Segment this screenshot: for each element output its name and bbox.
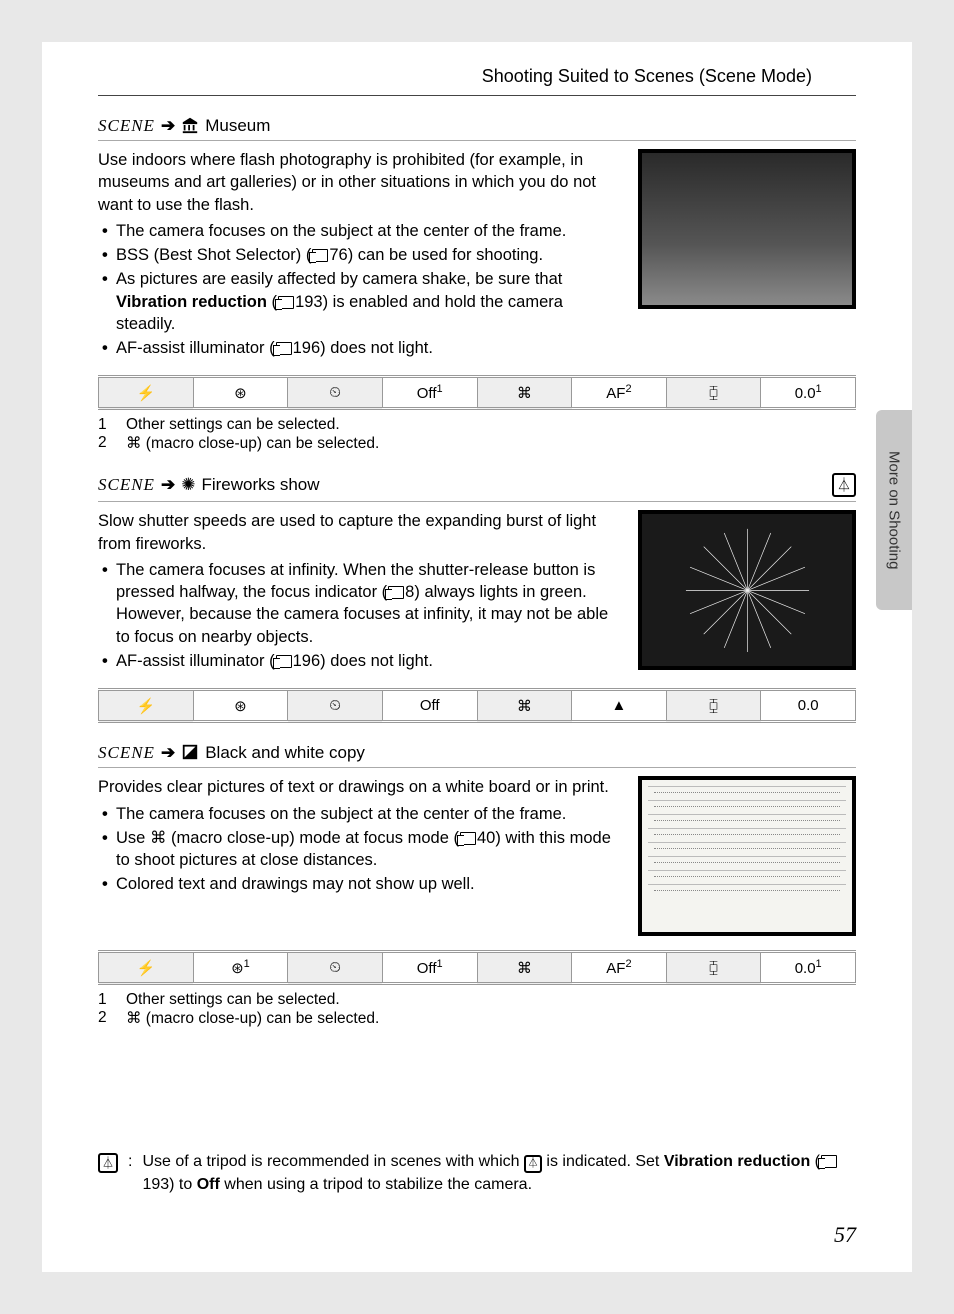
tripod-icon: ⏃ <box>832 473 856 497</box>
bullet: The camera focuses at infinity. When the… <box>98 559 626 648</box>
cell: 0.01 <box>761 377 856 409</box>
scene-heading-museum: SCENE ➔ Museum <box>98 116 856 141</box>
copy-icon <box>181 743 199 763</box>
text-block-bw: Provides clear pictures of text or drawi… <box>98 776 626 897</box>
page-ref-icon <box>276 655 292 668</box>
bullet: As pictures are easily affected by camer… <box>98 268 626 335</box>
bullet: Use ⌘ (macro close-up) mode at focus mod… <box>98 827 626 872</box>
text-block-museum: Use indoors where flash photography is p… <box>98 149 626 361</box>
scene-prefix: SCENE <box>98 116 155 136</box>
page-header: Shooting Suited to Scenes (Scene Mode) <box>42 66 912 87</box>
macro-icon: ⌘ <box>477 952 572 984</box>
mountain-icon: ▲ <box>572 690 667 722</box>
page-number: 57 <box>98 1222 856 1248</box>
page-ref-icon <box>388 586 404 599</box>
tripod-icon: ⏃ <box>98 1153 118 1173</box>
sample-image-museum <box>638 149 856 309</box>
settings-table-museum: ⚡ ⊛ ⏲ Off1 ⌘ AF2 ⧮ 0.01 <box>98 375 856 410</box>
redeye-icon: ⊛1 <box>193 952 288 984</box>
scene-section-museum: SCENE ➔ Museum Use indoors where flash p… <box>98 116 856 410</box>
page-ref-icon <box>460 832 476 845</box>
redeye-icon: ⊛ <box>193 377 288 409</box>
scene-section-bw: SCENE ➔ Black and white copy Provides cl… <box>98 743 856 985</box>
scene-section-fireworks: SCENE ➔ ✺ Fireworks show ⏃ Slow shutter … <box>98 473 856 723</box>
sample-image-sheet-music <box>638 776 856 936</box>
settings-table-bw: ⚡ ⊛1 ⏲ Off1 ⌘ AF2 ⧮ 0.01 <box>98 950 856 985</box>
exposure-icon: ⧮ <box>666 377 761 409</box>
scene-title: Black and white copy <box>205 743 365 763</box>
flash-icon: ⚡ <box>99 377 194 409</box>
bullet: AF-assist illuminator (196) does not lig… <box>98 650 626 672</box>
cell: Off1 <box>382 377 477 409</box>
flash-icon: ⚡ <box>99 690 194 722</box>
cell: Off1 <box>382 952 477 984</box>
tripod-note: ⏃ : Use of a tripod is recommended in sc… <box>98 1151 856 1196</box>
scene-heading-bw: SCENE ➔ Black and white copy <box>98 743 856 768</box>
macro-icon: ⌘ <box>477 377 572 409</box>
settings-table-fireworks: ⚡ ⊛ ⏲ Off ⌘ ▲ ⧮ 0.0 <box>98 688 856 723</box>
content-row: Use indoors where flash photography is p… <box>98 149 856 361</box>
scene-prefix: SCENE <box>98 743 155 763</box>
text-block-fireworks: Slow shutter speeds are used to capture … <box>98 510 626 674</box>
content-row: Slow shutter speeds are used to capture … <box>98 510 856 674</box>
cell: Off <box>382 690 477 722</box>
exposure-icon: ⧮ <box>666 690 761 722</box>
arrow-icon: ➔ <box>161 475 175 495</box>
scene-title: Fireworks show <box>201 475 319 495</box>
footnotes-museum: 1Other settings can be selected. 2⌘ (mac… <box>98 416 856 453</box>
page-ref-icon <box>278 296 294 309</box>
header-underline <box>98 95 856 96</box>
bullet: The camera focuses on the subject at the… <box>98 220 626 242</box>
side-tab: More on Shooting <box>876 410 912 610</box>
table-row: ⚡ ⊛1 ⏲ Off1 ⌘ AF2 ⧮ 0.01 <box>99 952 856 984</box>
scene-prefix: SCENE <box>98 475 155 495</box>
footnote: 2⌘ (macro close-up) can be selected. <box>98 1009 856 1028</box>
timer-icon: ⏲ <box>288 690 383 722</box>
fireworks-icon: ✺ <box>181 475 195 495</box>
bullet: AF-assist illuminator (196) does not lig… <box>98 337 626 359</box>
footnote: 1Other settings can be selected. <box>98 416 856 434</box>
scene-title: Museum <box>205 116 270 136</box>
footnote: 1Other settings can be selected. <box>98 991 856 1009</box>
exposure-icon: ⧮ <box>666 952 761 984</box>
macro-icon: ⌘ <box>126 1010 142 1027</box>
timer-icon: ⏲ <box>288 952 383 984</box>
scene-heading-fireworks: SCENE ➔ ✺ Fireworks show ⏃ <box>98 473 856 502</box>
footnotes-bw: 1Other settings can be selected. 2⌘ (mac… <box>98 991 856 1028</box>
timer-icon: ⏲ <box>288 377 383 409</box>
intro-text: Slow shutter speeds are used to capture … <box>98 510 626 555</box>
arrow-icon: ➔ <box>161 116 175 136</box>
page-ref-icon <box>312 249 328 262</box>
cell: 0.0 <box>761 690 856 722</box>
museum-icon <box>181 116 199 136</box>
bullet: BSS (Best Shot Selector) (76) can be use… <box>98 244 626 266</box>
footnote: 2⌘ (macro close-up) can be selected. <box>98 434 856 453</box>
flash-icon: ⚡ <box>99 952 194 984</box>
table-row: ⚡ ⊛ ⏲ Off ⌘ ▲ ⧮ 0.0 <box>99 690 856 722</box>
intro-text: Provides clear pictures of text or drawi… <box>98 776 626 798</box>
cell: AF2 <box>572 377 667 409</box>
tripod-note-text: Use of a tripod is recommended in scenes… <box>142 1151 856 1196</box>
macro-icon: ⌘ <box>126 435 142 452</box>
page-ref-icon <box>821 1155 837 1168</box>
page-footer: ⏃ : Use of a tripod is recommended in sc… <box>98 1151 856 1248</box>
tripod-icon: ⏃ <box>524 1155 542 1173</box>
macro-icon: ⌘ <box>150 829 167 847</box>
redeye-icon: ⊛ <box>193 690 288 722</box>
page-ref-icon <box>276 342 292 355</box>
manual-page: Shooting Suited to Scenes (Scene Mode) S… <box>42 42 912 1272</box>
macro-icon: ⌘ <box>477 690 572 722</box>
bullet: Colored text and drawings may not show u… <box>98 873 626 895</box>
content-row: Provides clear pictures of text or drawi… <box>98 776 856 936</box>
bullet: The camera focuses on the subject at the… <box>98 803 626 825</box>
sample-image-fireworks <box>638 510 856 670</box>
table-row: ⚡ ⊛ ⏲ Off1 ⌘ AF2 ⧮ 0.01 <box>99 377 856 409</box>
cell: AF2 <box>572 952 667 984</box>
intro-text: Use indoors where flash photography is p… <box>98 149 626 216</box>
cell: 0.01 <box>761 952 856 984</box>
arrow-icon: ➔ <box>161 743 175 763</box>
